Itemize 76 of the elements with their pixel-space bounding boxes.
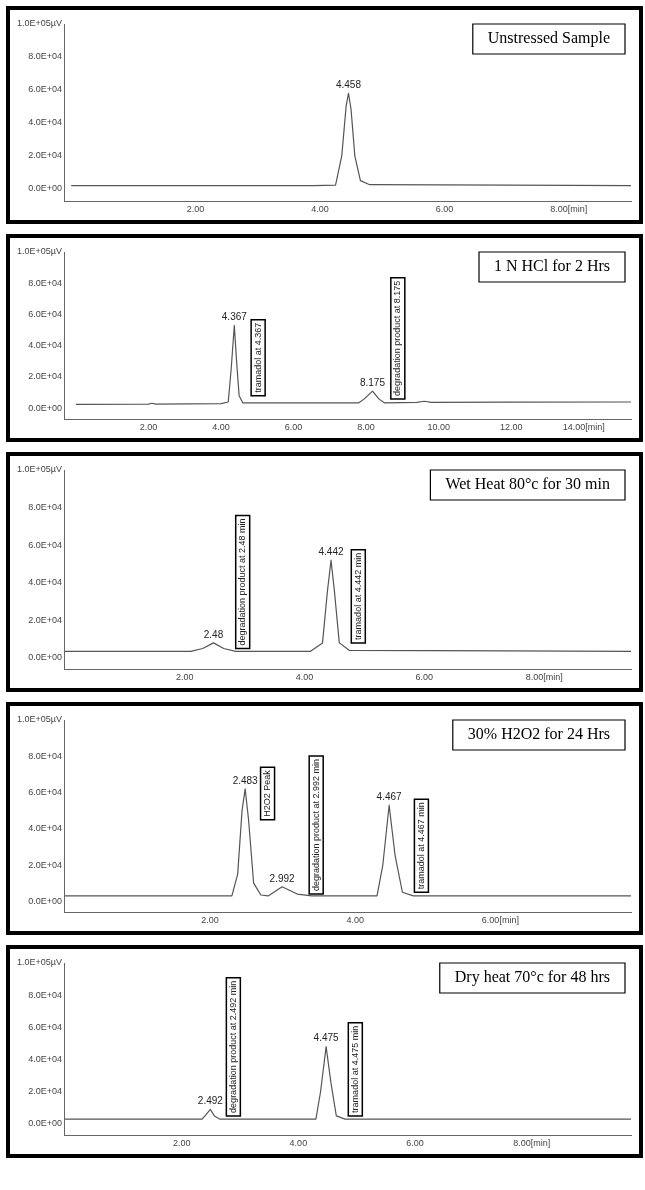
x-tick-label: 8.00[min] bbox=[550, 204, 588, 215]
y-tick-label: 4.0E+04 bbox=[28, 823, 62, 834]
y-tick-label: 6.0E+04 bbox=[28, 84, 62, 95]
x-tick-label: 2.00 bbox=[172, 1138, 191, 1149]
x-tick-label: 14.00[min] bbox=[562, 422, 605, 433]
y-tick-label: 2.0E+04 bbox=[28, 371, 62, 382]
annotation: 2.483 bbox=[232, 774, 259, 786]
y-tick-label: 1.0E+05µV bbox=[16, 957, 62, 968]
annotation: degradation product at 8.175 bbox=[392, 280, 403, 396]
x-tick-label: 12.00 bbox=[500, 422, 523, 433]
annotation: tramadol at 4.442 min bbox=[352, 552, 363, 640]
annotation: tramadol at 4.467 min bbox=[415, 802, 426, 890]
annotation: tramadol at 4.367 bbox=[252, 322, 263, 393]
y-tick-label: 2.0E+04 bbox=[28, 859, 62, 870]
y-tick-label: 6.0E+04 bbox=[28, 539, 62, 550]
chart-title: Dry heat 70°c for 48 hrs bbox=[454, 968, 611, 987]
y-tick-label: 0.0E+00 bbox=[28, 652, 62, 663]
x-tick-label: 2.00 bbox=[201, 915, 219, 926]
annotation: 4.467 bbox=[376, 790, 403, 802]
y-tick-label: 1.0E+05µV bbox=[16, 18, 62, 29]
y-tick-label: 4.0E+04 bbox=[28, 1054, 62, 1065]
y-tick-label: 8.0E+04 bbox=[28, 277, 62, 288]
annotation: 2.492 bbox=[197, 1095, 224, 1107]
x-tick-label: 8.00[min] bbox=[525, 672, 563, 683]
x-tick-label: 6.00 bbox=[415, 672, 434, 683]
x-tick-label: 2.00 bbox=[176, 672, 194, 683]
y-tick-label: 4.0E+04 bbox=[28, 340, 62, 351]
annotation: 4.442 bbox=[318, 545, 344, 557]
x-tick-label: 4.00 bbox=[311, 204, 329, 215]
y-tick-label: 6.0E+04 bbox=[28, 1021, 62, 1032]
x-tick-label: 4.00 bbox=[289, 1138, 308, 1149]
x-tick-label: 2.00 bbox=[139, 422, 158, 433]
annotation: 4.367 bbox=[221, 311, 248, 323]
y-tick-label: 2.0E+04 bbox=[28, 614, 62, 625]
x-tick-label: 6.00 bbox=[284, 422, 303, 433]
x-tick-label: 4.00 bbox=[295, 672, 314, 683]
chart-title: Unstressed Sample bbox=[487, 29, 610, 48]
y-tick-label: 2.0E+04 bbox=[28, 150, 62, 161]
annotation: H2O2 Peak bbox=[262, 769, 273, 817]
x-tick-label: 4.00 bbox=[346, 915, 365, 926]
y-tick-label: 8.0E+04 bbox=[28, 502, 62, 513]
y-tick-label: 8.0E+04 bbox=[28, 750, 62, 761]
annotation: 2.48 bbox=[203, 628, 224, 640]
annotation: 8.175 bbox=[359, 376, 386, 388]
y-tick-label: 8.0E+04 bbox=[28, 989, 62, 1000]
y-tick-label: 8.0E+04 bbox=[28, 51, 62, 62]
chart-title: Wet Heat 80°c for 30 min bbox=[445, 475, 611, 493]
annotation: degradation product at 2.48 min bbox=[237, 518, 248, 646]
y-tick-label: 4.0E+04 bbox=[28, 577, 62, 588]
y-tick-label: 0.0E+00 bbox=[28, 895, 62, 906]
x-tick-label: 4.00 bbox=[212, 422, 230, 433]
x-tick-label: 2.00 bbox=[186, 204, 205, 215]
x-tick-label: 8.00[min] bbox=[513, 1138, 551, 1149]
y-tick-label: 1.0E+05µV bbox=[16, 714, 62, 725]
annotation: 4.475 bbox=[313, 1032, 340, 1044]
x-tick-label: 10.00 bbox=[427, 422, 450, 433]
x-tick-label: 6.00[min] bbox=[481, 915, 519, 926]
y-tick-label: 6.0E+04 bbox=[28, 308, 62, 319]
x-tick-label: 8.00 bbox=[357, 422, 375, 433]
annotation: degradation product at 2.492 min bbox=[227, 980, 238, 1113]
y-tick-label: 0.0E+00 bbox=[28, 183, 62, 194]
y-tick-label: 4.0E+04 bbox=[28, 117, 62, 128]
y-tick-label: 1.0E+05µV bbox=[16, 464, 62, 475]
annotation: degradation product at 2.992 min bbox=[310, 758, 321, 892]
annotation: 2.992 bbox=[269, 872, 296, 884]
x-tick-label: 6.00 bbox=[435, 204, 454, 215]
annotation: tramadol at 4.475 min bbox=[349, 1025, 360, 1113]
y-tick-label: 1.0E+05µV bbox=[16, 246, 62, 257]
y-tick-label: 0.0E+00 bbox=[28, 402, 62, 413]
y-tick-label: 6.0E+04 bbox=[28, 787, 62, 798]
chart-title: 30% H2O2 for 24 Hrs bbox=[467, 725, 610, 743]
chart-title: 1 N HCl for 2 Hrs bbox=[494, 257, 611, 275]
y-tick-label: 2.0E+04 bbox=[28, 1086, 62, 1097]
y-tick-label: 0.0E+00 bbox=[28, 1118, 62, 1129]
x-tick-label: 6.00 bbox=[406, 1138, 424, 1149]
annotation: 4.458 bbox=[335, 78, 362, 90]
